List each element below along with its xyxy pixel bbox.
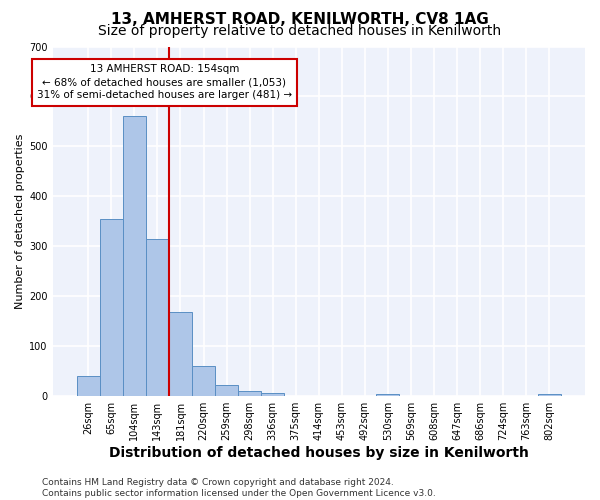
Text: Size of property relative to detached houses in Kenilworth: Size of property relative to detached ho… [98,24,502,38]
Bar [123,116,146,396]
Bar [146,239,169,396]
Bar [261,392,284,396]
Bar [215,385,238,396]
Bar [538,394,561,396]
Bar [192,366,215,396]
X-axis label: Distribution of detached houses by size in Kenilworth: Distribution of detached houses by size … [109,446,529,460]
Y-axis label: Number of detached properties: Number of detached properties [15,134,25,309]
Text: 13 AMHERST ROAD: 154sqm
← 68% of detached houses are smaller (1,053)
31% of semi: 13 AMHERST ROAD: 154sqm ← 68% of detache… [37,64,292,100]
Bar [100,219,123,396]
Bar [169,312,192,396]
Text: Contains HM Land Registry data © Crown copyright and database right 2024.
Contai: Contains HM Land Registry data © Crown c… [42,478,436,498]
Bar [77,376,100,396]
Text: 13, AMHERST ROAD, KENILWORTH, CV8 1AG: 13, AMHERST ROAD, KENILWORTH, CV8 1AG [111,12,489,28]
Bar [376,394,400,396]
Bar [238,391,261,396]
